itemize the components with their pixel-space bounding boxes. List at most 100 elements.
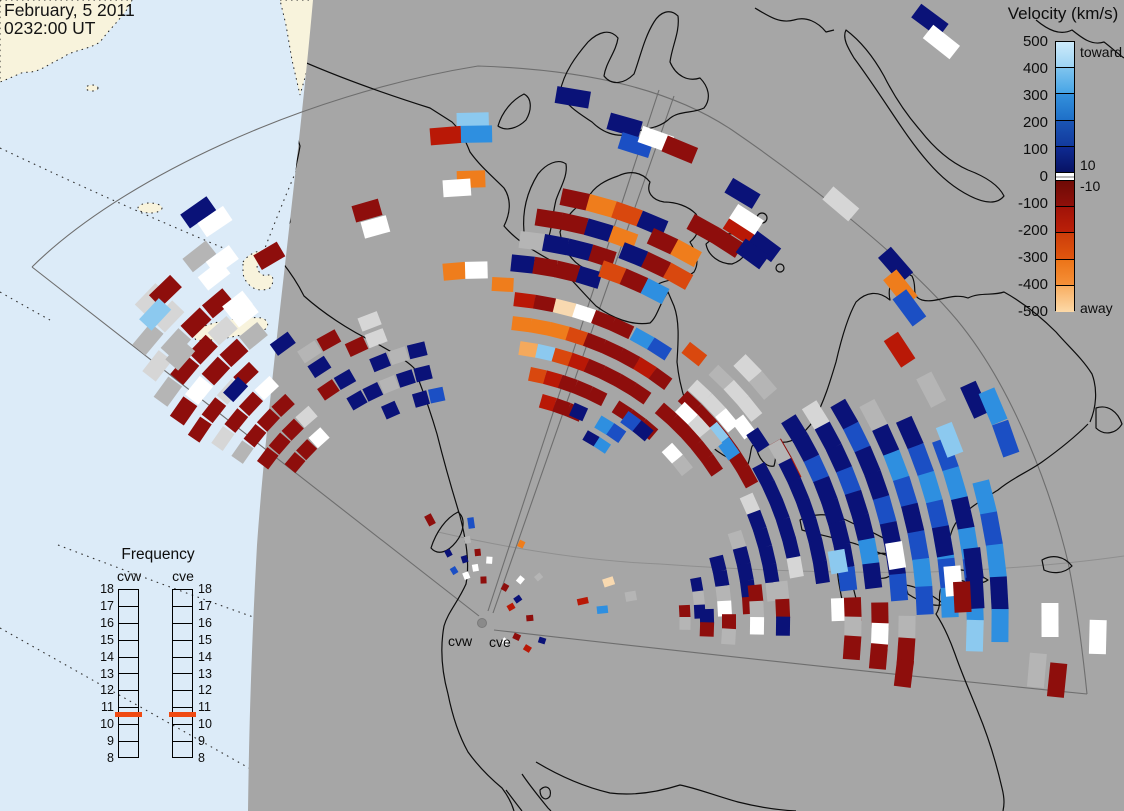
velocity-cell	[591, 310, 616, 331]
colorbar-tick: -500	[1017, 303, 1048, 320]
velocity-cell	[552, 398, 571, 417]
velocity-cell	[606, 112, 643, 138]
velocity-cell	[843, 421, 871, 454]
velocity-cell	[898, 615, 916, 644]
velocity-cell	[616, 347, 641, 370]
velocity-cell	[442, 178, 472, 198]
velocity-cell	[775, 616, 791, 636]
frequency-segment	[119, 624, 138, 641]
velocity-cell	[678, 604, 691, 619]
colorbar-segment	[1056, 42, 1074, 69]
velocity-cell	[317, 379, 340, 401]
velocity-cell	[885, 541, 907, 570]
velocity-cell	[795, 497, 817, 523]
velocity-cell	[617, 132, 654, 159]
velocity-colorbar: Velocity (km/s) 500 400 300 200 100 0 -100 -200…	[1002, 4, 1124, 334]
velocity-cell	[724, 177, 761, 209]
velocity-cell	[1088, 619, 1107, 655]
frequency-tick-right: 10	[198, 717, 212, 732]
frequency-segment	[119, 607, 138, 624]
velocity-cell	[429, 125, 463, 146]
velocity-cell	[854, 445, 881, 477]
frequency-segment	[173, 725, 192, 743]
velocity-cell	[912, 558, 933, 588]
velocity-cell	[444, 548, 453, 558]
velocity-data-cells	[132, 3, 1107, 698]
velocity-cell	[935, 421, 964, 458]
velocity-cell	[201, 356, 231, 386]
velocity-cell	[978, 387, 1008, 426]
frequency-marker-cvw	[115, 712, 142, 718]
velocity-cell	[586, 386, 608, 407]
radar-label-cve: cve	[489, 634, 511, 650]
velocity-cell	[620, 411, 642, 432]
velocity-cell	[518, 230, 546, 251]
velocity-cell	[182, 240, 217, 273]
velocity-cell	[901, 502, 925, 535]
velocity-cell	[932, 436, 959, 473]
velocity-cell	[1026, 652, 1047, 688]
velocity-cell	[600, 339, 624, 361]
velocity-cell	[722, 614, 736, 630]
velocity-cell	[776, 517, 796, 541]
frequency-marker-cve	[169, 712, 196, 718]
frequency-tick-left: 16	[100, 615, 114, 630]
colorbar-segment	[1056, 259, 1074, 286]
velocity-cell	[593, 437, 612, 454]
frequency-segment	[119, 691, 138, 709]
velocity-cell	[513, 292, 536, 309]
velocity-cell	[737, 396, 763, 422]
velocity-cell	[594, 415, 615, 436]
frequency-tick-left: 9	[107, 734, 114, 749]
velocity-cell	[534, 208, 564, 230]
velocity-cell	[953, 581, 972, 613]
velocity-cell	[628, 382, 652, 405]
velocity-cell	[533, 572, 544, 582]
frequency-tick-right: 8	[198, 751, 205, 765]
velocity-cell	[187, 416, 212, 443]
velocity-cell	[972, 479, 997, 516]
velocity-cell	[736, 464, 759, 489]
velocity-cell	[463, 535, 472, 544]
velocity-cell	[732, 546, 751, 567]
velocity-cell	[449, 566, 459, 576]
velocity-cell	[802, 518, 823, 543]
velocity-cell	[565, 238, 594, 261]
velocity-cell	[537, 636, 547, 645]
velocity-cell	[701, 454, 724, 477]
velocity-cell	[746, 427, 770, 453]
velocity-cell	[219, 338, 249, 368]
velocity-cell	[602, 576, 616, 588]
velocity-cell	[844, 489, 869, 519]
velocity-cell	[674, 401, 699, 425]
velocity-cell	[346, 390, 368, 411]
velocity-cell	[380, 400, 401, 420]
velocity-cell	[862, 562, 883, 590]
velocity-cell	[648, 367, 673, 390]
velocity-cell	[201, 397, 227, 424]
frequency-segment	[119, 725, 138, 743]
velocity-cell	[844, 616, 862, 641]
velocity-cell	[238, 321, 268, 351]
velocity-cell	[782, 536, 801, 560]
velocity-cell	[735, 238, 770, 270]
velocity-cell	[692, 590, 705, 606]
frequency-tick-left: 14	[100, 649, 114, 664]
velocity-cell	[169, 396, 198, 426]
velocity-cell	[640, 278, 670, 305]
velocity-cell	[915, 586, 934, 615]
velocity-cell	[917, 470, 943, 505]
velocity-cell	[152, 300, 185, 333]
velocity-cell	[896, 637, 916, 666]
frequency-segment	[173, 624, 192, 641]
velocity-cell	[344, 336, 369, 357]
velocity-cell	[518, 341, 538, 358]
velocity-cell	[511, 316, 532, 333]
colorbar-minus10-label: -10	[1080, 178, 1101, 194]
frequency-segment	[173, 590, 192, 607]
velocity-cell	[588, 244, 617, 269]
velocity-cell	[857, 537, 880, 566]
velocity-cell	[679, 616, 691, 630]
velocity-cell	[333, 368, 357, 391]
velocity-cell	[559, 212, 589, 235]
